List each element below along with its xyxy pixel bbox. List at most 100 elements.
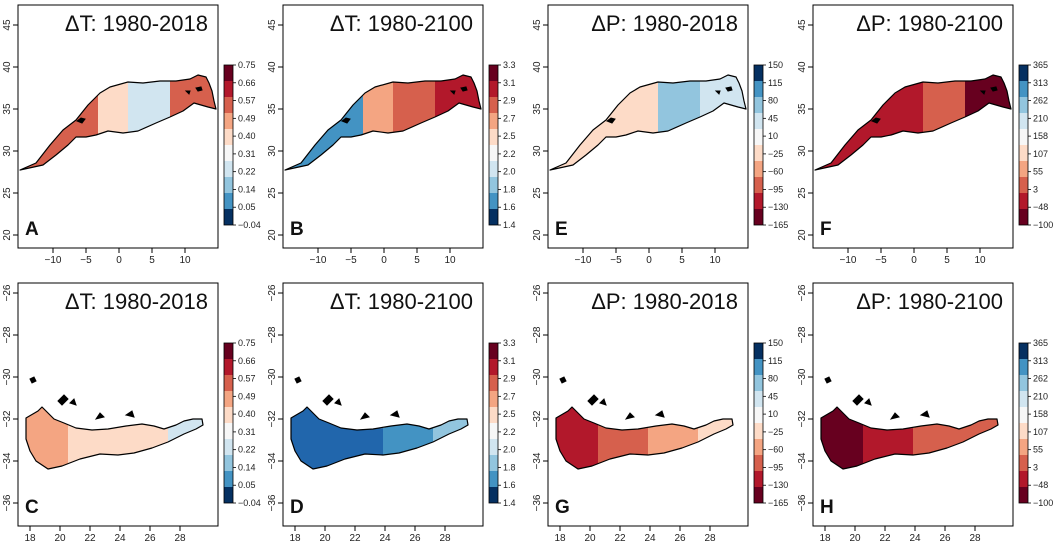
panel-b-coastline <box>284 74 482 171</box>
panel-b-colorbar-label: 2.0 <box>503 167 516 177</box>
panel-d-y-tick-label: −26 <box>267 284 278 301</box>
panel-h-y-tick-label: −26 <box>797 284 808 301</box>
panel-e-region-zone <box>550 95 628 170</box>
panel-b-label: B <box>290 219 304 240</box>
panel-d-label: D <box>290 497 304 518</box>
panel-b-region-zone <box>393 81 435 132</box>
panel-c-colorbar-label: 0.57 <box>238 374 256 384</box>
panel-g-title: ΔP: 1980-2018 <box>591 289 738 314</box>
panel-a-colorbar-swatch <box>224 65 233 81</box>
panel-c-colorbar-swatch <box>224 391 233 407</box>
panel-d-island <box>389 410 400 418</box>
panel-e-colorbar-swatch <box>754 65 763 81</box>
panel-f-colorbar-swatch <box>1019 145 1028 161</box>
panel-g-y-tick-label: −28 <box>532 326 543 343</box>
panel-e-colorbar-swatch <box>754 161 763 177</box>
panel-a-y-tick-label: 40 <box>2 61 13 73</box>
panel-b-colorbar-swatch <box>489 161 498 177</box>
panel-f-colorbar-swatch <box>1019 129 1028 145</box>
panel-c-colorbar-swatch <box>224 455 233 471</box>
panel-b-x-tick-label: 10 <box>444 255 456 266</box>
panel-f-region-zone <box>893 82 923 135</box>
panel-g-y-tick-label: −26 <box>532 284 543 301</box>
panel-c-colorbar-swatch <box>224 487 233 503</box>
panel-f-y-tick-label: 40 <box>797 61 808 73</box>
panel-f-colorbar-swatch <box>1019 193 1028 209</box>
panel-g-colorbar-swatch <box>754 423 763 439</box>
panel-d-island <box>334 398 342 406</box>
panel-c-colorbar-label: 0.31 <box>238 427 256 437</box>
panel-d-colorbar-swatch <box>489 343 498 359</box>
panel-h-colorbar-swatch <box>1019 455 1028 471</box>
panel-b-colorbar-label: 1.8 <box>503 184 516 194</box>
panel-g-colorbar-swatch <box>754 487 763 503</box>
panel-g-colorbar-swatch <box>754 471 763 487</box>
panel-b-colorbar-swatch <box>489 193 498 209</box>
panel-c-frame <box>17 282 219 527</box>
panel-g-island <box>624 412 635 420</box>
panel-e-region-zone <box>628 82 658 135</box>
panel-h-y-tick-label: −28 <box>797 326 808 343</box>
panel-e-colorbar-swatch <box>754 177 763 193</box>
panel-a-colorbar: 0.75 0.66 0.57 0.49 0.40 0.31 0.22 0.14 0.05 −0.0… <box>223 60 261 230</box>
panel-e: ΔP: 1980-2018 E −10 −5 0 5 10 20 25 30 35 40 45 150 11… <box>532 4 788 266</box>
panel-f-y-tick-label: 25 <box>797 187 808 199</box>
panel-f-colorbar-swatch <box>1019 113 1028 129</box>
panel-d-x-tick-label: 24 <box>379 533 391 544</box>
panel-e-colorbar-swatch <box>754 209 763 225</box>
panel-a-colorbar-label: 0.49 <box>238 113 256 123</box>
panel-f-colorbar-label: 55 <box>1033 167 1043 177</box>
panel-d-colorbar-swatch <box>489 359 498 375</box>
panel-h-x-tick-label: 26 <box>939 533 951 544</box>
panel-a-colorbar-label: 0.14 <box>238 184 256 194</box>
panel-f-region-zone <box>923 81 965 132</box>
panel-c-x-tick-label: 28 <box>174 533 186 544</box>
panel-h-island <box>889 412 900 420</box>
panel-d-colorbar-swatch <box>489 407 498 423</box>
panel-g-label: G <box>555 497 570 518</box>
panel-h-colorbar-label: −48 <box>1033 480 1048 490</box>
panel-f-x-tick-label: 0 <box>911 255 917 266</box>
panel-b-colorbar-border <box>488 64 499 226</box>
panel-b-colorbar-swatch <box>489 65 498 81</box>
panel-e-colorbar-label: 10 <box>768 131 778 141</box>
panel-c-colorbar-label: 0.14 <box>238 462 256 472</box>
panel-f-colorbar-label: 365 <box>1033 60 1048 70</box>
panel-h-y-tick-label: −34 <box>797 452 808 469</box>
panel-g-island <box>587 394 599 406</box>
panel-c-island <box>124 410 135 418</box>
panel-g-colorbar-label: 80 <box>768 374 778 384</box>
panel-c-x-tick-label: 22 <box>84 533 96 544</box>
panel-h-label: H <box>820 497 834 518</box>
panel-e-colorbar-swatch <box>754 129 763 145</box>
panel-a-colorbar-swatch <box>224 81 233 97</box>
panel-c-colorbar-swatch <box>224 423 233 439</box>
panel-d-colorbar-label: 1.4 <box>503 498 516 508</box>
panel-g-frame <box>547 282 749 527</box>
panel-e-colorbar-swatch <box>754 97 763 113</box>
panel-g-y-tick-label: −34 <box>532 452 543 469</box>
panel-h-colorbar-label: 3 <box>1033 462 1038 472</box>
panel-h-colorbar-swatch <box>1019 407 1028 423</box>
panel-d-y-tick-label: −34 <box>267 452 278 469</box>
panel-b-x-tick-label: 0 <box>381 255 387 266</box>
panel-b-y-tick-label: 40 <box>267 61 278 73</box>
panel-g-island <box>654 410 665 418</box>
panel-f-colorbar-swatch <box>1019 81 1028 97</box>
panel-c-colorbar-label: 0.05 <box>238 480 256 490</box>
panel-d-island <box>322 394 334 406</box>
panel-f-y-tick-label: 20 <box>797 229 808 241</box>
panel-b-colorbar-swatch <box>489 81 498 97</box>
panel-g-y-tick-label: −36 <box>532 494 543 511</box>
panel-a-x-tick-label: −5 <box>80 255 92 266</box>
panel-e-colorbar-label: 115 <box>768 78 782 88</box>
panel-b-colorbar-label: 3.3 <box>503 60 516 70</box>
panel-b-colorbar-swatch <box>489 113 498 129</box>
panel-h-island <box>824 376 832 384</box>
panel-f-y-tick-label: 45 <box>797 19 808 31</box>
panel-g-colorbar: 150 115 80 45 10 −25 −60 −95 −130 −165 <box>753 338 788 508</box>
panel-d-colorbar-label: 3.3 <box>503 338 516 348</box>
panel-d-colorbar-swatch <box>489 487 498 503</box>
panel-a-label: A <box>25 219 39 240</box>
panel-h-colorbar-label: 158 <box>1033 409 1048 419</box>
